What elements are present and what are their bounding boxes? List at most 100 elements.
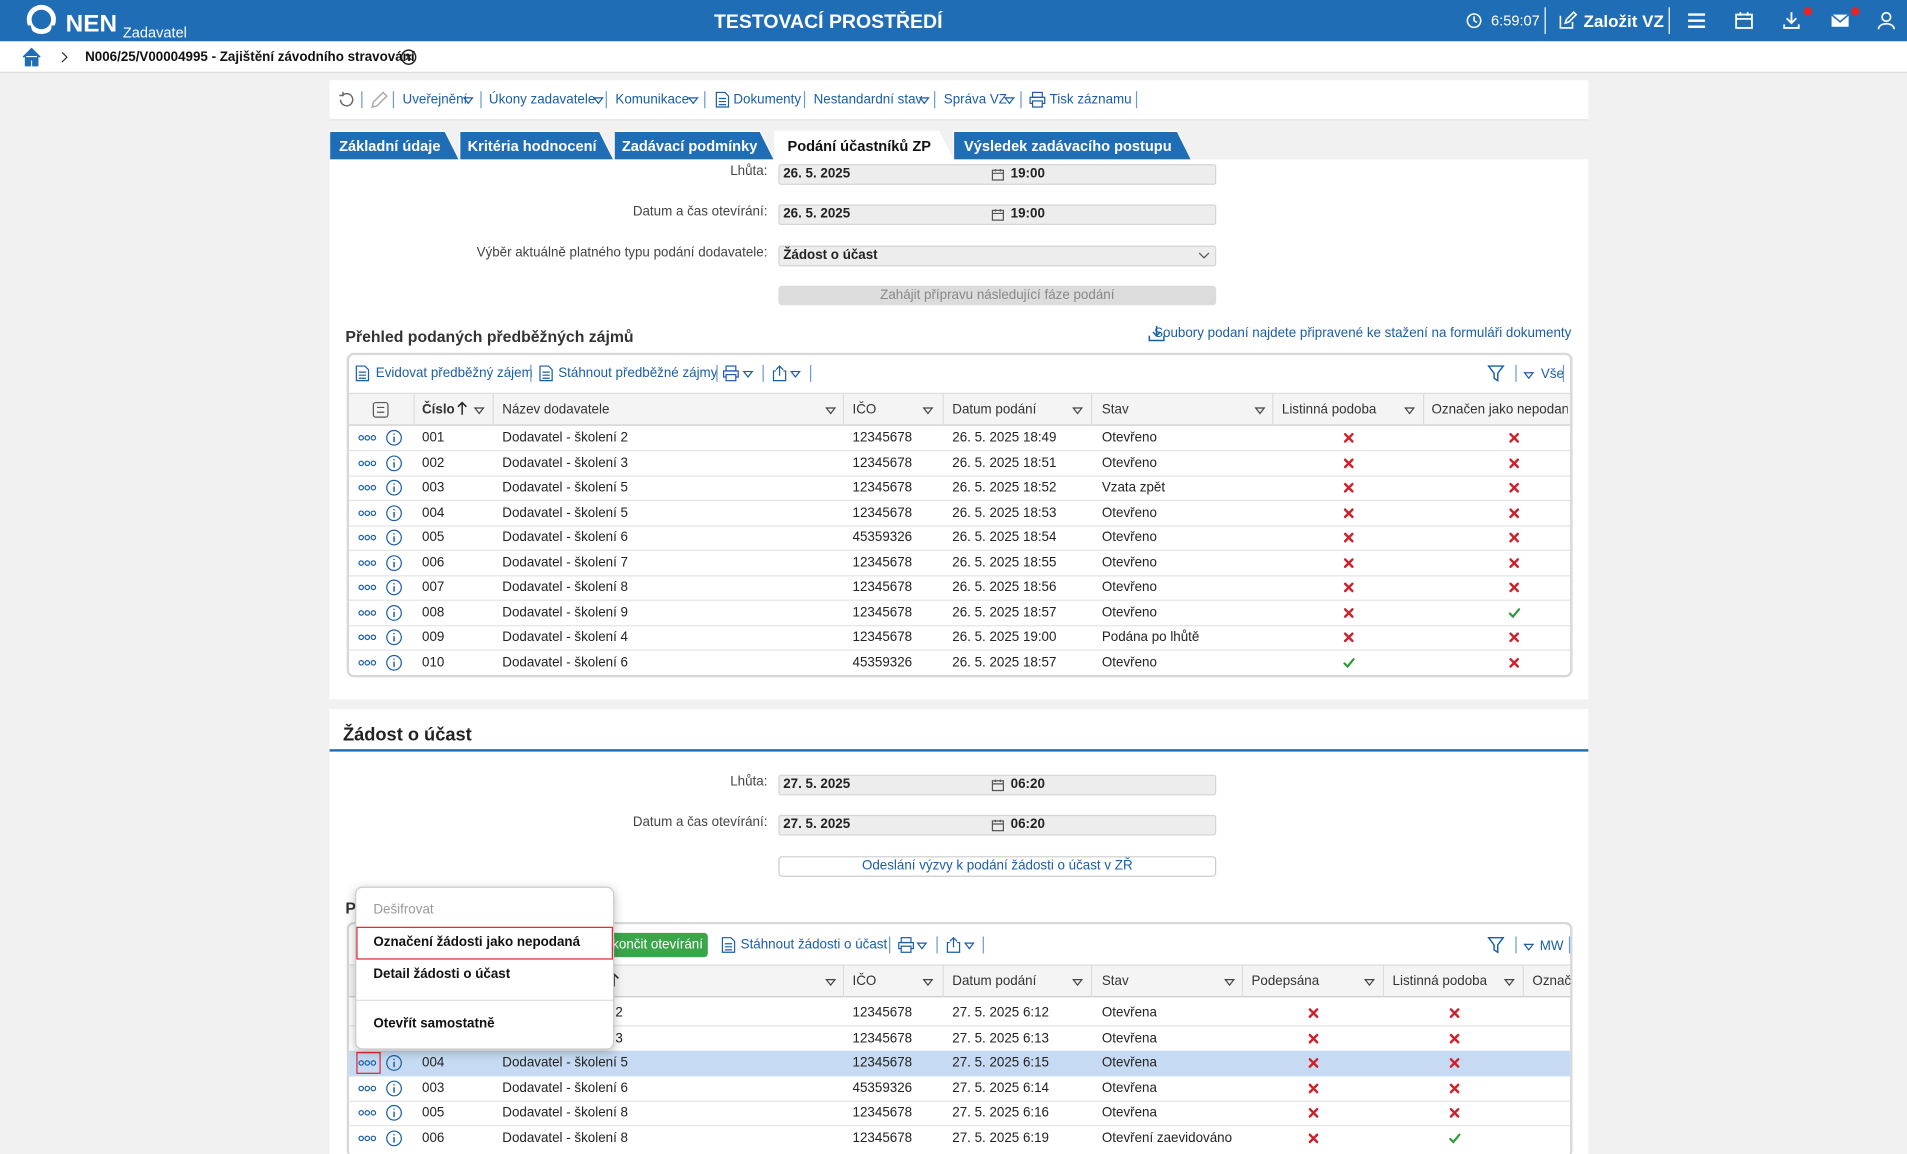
- row-actions[interactable]: [358, 558, 377, 568]
- row-info[interactable]: [386, 629, 403, 646]
- button-label[interactable]: Zahájit přípravu následující fáze podání: [880, 288, 1115, 303]
- table-action[interactable]: Evidovat předběžný zájem: [375, 366, 533, 381]
- toolbar-item[interactable]: Komunikace: [615, 92, 690, 108]
- row-info[interactable]: [386, 479, 403, 496]
- cross-mark: [1343, 608, 1354, 618]
- row-info[interactable]: [386, 1054, 403, 1071]
- toolbar-item[interactable]: Uveřejnění: [402, 92, 468, 108]
- row-info[interactable]: [386, 429, 403, 446]
- toolbar-item[interactable]: Tisk záznamu: [1049, 92, 1132, 108]
- row-selected: [349, 1050, 1571, 1077]
- column-header[interactable]: Označen jako nepodaný: [1431, 402, 1568, 418]
- print-icon[interactable]: [1029, 91, 1046, 108]
- table-action[interactable]: Stáhnout žádosti o účast: [740, 937, 888, 953]
- button-outline: [778, 856, 1217, 877]
- row-actions[interactable]: [358, 583, 377, 593]
- refresh-icon[interactable]: [337, 91, 354, 108]
- mail-nav[interactable]: [1830, 11, 1850, 30]
- cross-mark: [1509, 482, 1520, 493]
- print-icon[interactable]: [898, 936, 915, 953]
- export-icon[interactable]: [771, 365, 788, 382]
- row-actions[interactable]: [358, 459, 377, 469]
- row-actions[interactable]: [358, 508, 377, 518]
- column-header[interactable]: Datum podání: [952, 402, 1037, 418]
- export-icon[interactable]: [945, 936, 962, 953]
- column-header[interactable]: IČO: [852, 974, 877, 989]
- row-actions[interactable]: [358, 658, 377, 668]
- menu-item[interactable]: Otevřít samostatně: [373, 1016, 495, 1032]
- row-actions[interactable]: [358, 1084, 377, 1094]
- row-actions[interactable]: [358, 1108, 377, 1118]
- tab[interactable]: Základní údaje: [339, 137, 441, 155]
- document-icon[interactable]: [720, 936, 737, 953]
- button-label[interactable]: Ukončit otevírání: [602, 937, 703, 953]
- row-actions[interactable]: [358, 533, 377, 543]
- toolbar-item[interactable]: Správa VZ: [943, 92, 1007, 108]
- print-icon[interactable]: [722, 365, 739, 382]
- filter-preset[interactable]: Vše: [1540, 367, 1564, 382]
- tab[interactable]: Výsledek zadávacího postupu: [964, 137, 1172, 155]
- cell: 45359326: [852, 1081, 913, 1096]
- row-actions[interactable]: [358, 1133, 377, 1143]
- download-nav[interactable]: [1782, 11, 1801, 30]
- filter-preset[interactable]: MW: [1539, 938, 1564, 954]
- column-header[interactable]: Stav: [1101, 402, 1129, 418]
- button-label[interactable]: Odeslání výzvy k podání žádosti o účast …: [861, 858, 1133, 874]
- row-actions[interactable]: [358, 483, 377, 493]
- calendar-nav[interactable]: [1734, 11, 1753, 30]
- row-info[interactable]: [386, 654, 403, 671]
- menu-icon[interactable]: [1687, 11, 1706, 30]
- row-info[interactable]: [386, 505, 403, 522]
- separator: [1515, 936, 1517, 954]
- create-button[interactable]: Založit VZ: [1583, 10, 1664, 31]
- row-info[interactable]: [386, 1104, 403, 1121]
- row-actions[interactable]: [358, 632, 377, 642]
- row-actions[interactable]: [358, 1058, 377, 1068]
- caret: [1363, 978, 1375, 986]
- row-info[interactable]: [386, 1130, 403, 1147]
- row-actions[interactable]: [358, 433, 377, 443]
- column-header[interactable]: IČO: [852, 402, 877, 418]
- edit-icon[interactable]: [1558, 11, 1578, 30]
- table-action[interactable]: Stáhnout předběžné zájmy: [558, 366, 718, 381]
- date-value: 26. 5. 2025: [783, 166, 851, 182]
- close-icon[interactable]: [400, 49, 417, 66]
- column-header[interactable]: Listinná podoba: [1281, 402, 1377, 418]
- document-icon[interactable]: [538, 365, 555, 382]
- home-icon[interactable]: [22, 47, 41, 67]
- toolbar-item[interactable]: Dokumenty: [733, 92, 802, 108]
- column-header[interactable]: Datum podání: [952, 974, 1037, 989]
- row-actions[interactable]: [358, 608, 377, 618]
- cross-mark: [1509, 582, 1520, 593]
- column-header[interactable]: Stav: [1101, 974, 1129, 989]
- filter-icon[interactable]: [1487, 365, 1505, 382]
- tab[interactable]: Zadávací podmínky: [621, 137, 758, 155]
- cell: Dodavatel - školení 3: [502, 456, 628, 471]
- files-link[interactable]: Soubory podaní najdete připravené ke sta…: [1154, 325, 1572, 341]
- menu-item[interactable]: Označení žádosti jako nepodaná: [373, 935, 581, 950]
- toolbar-item[interactable]: Úkony zadavatele: [488, 92, 596, 108]
- cross-mark: [1343, 582, 1354, 593]
- row-info[interactable]: [386, 1080, 403, 1097]
- row-info[interactable]: [386, 555, 403, 572]
- tab-active[interactable]: Podání účastníků ZP: [787, 137, 932, 155]
- column-header[interactable]: Listinná podoba: [1392, 974, 1488, 989]
- tab[interactable]: Kritéria hodnocení: [467, 137, 597, 155]
- row-info[interactable]: [386, 455, 403, 472]
- column-header[interactable]: Název dodavatele: [502, 402, 610, 418]
- document-icon[interactable]: [714, 91, 731, 108]
- document-icon[interactable]: [354, 365, 371, 382]
- cross-mark: [1343, 508, 1354, 519]
- chevron: [61, 51, 68, 63]
- row-info[interactable]: [386, 529, 403, 546]
- row-info[interactable]: [386, 579, 403, 596]
- column-header[interactable]: Číslo: [422, 402, 455, 418]
- column-settings[interactable]: [372, 401, 389, 418]
- menu-item[interactable]: Detail žádosti o účast: [373, 966, 511, 982]
- toolbar-item[interactable]: Nestandardní stav: [813, 92, 923, 108]
- column-header[interactable]: Označe: [1532, 974, 1572, 989]
- user-nav[interactable]: [1877, 11, 1896, 30]
- column-header[interactable]: Podepsána: [1251, 974, 1320, 989]
- row-info[interactable]: [386, 604, 403, 621]
- filter-icon[interactable]: [1487, 936, 1505, 954]
